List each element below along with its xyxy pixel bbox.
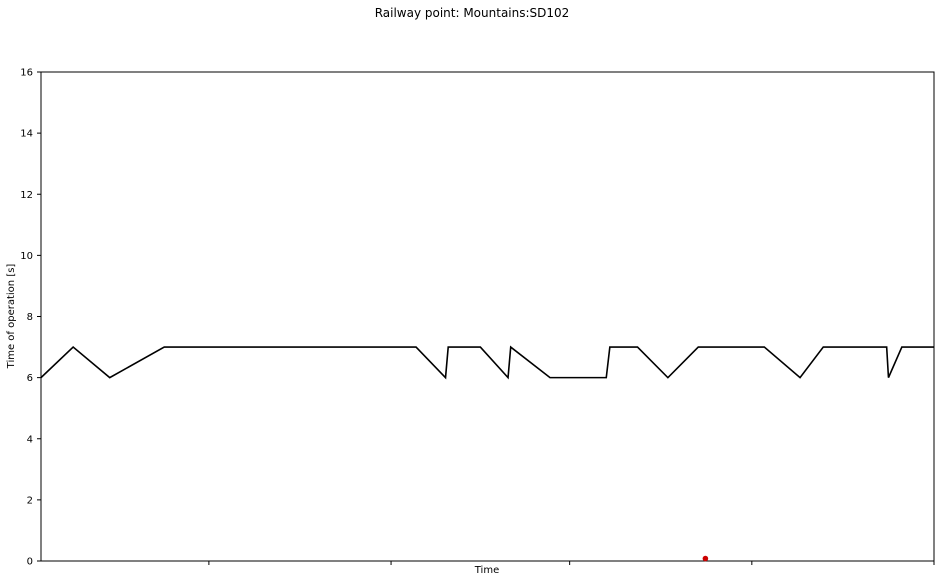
y-tick-label: 16: [20, 68, 33, 79]
y-tick-label: 4: [27, 434, 33, 445]
data-point-marker: [702, 555, 709, 562]
y-tick-label: 6: [27, 373, 33, 384]
y-tick-label: 10: [20, 251, 33, 262]
y-tick-label: 12: [20, 190, 33, 201]
y-tick-label: 0: [27, 557, 33, 568]
y-tick-label: 2: [27, 495, 33, 506]
series-line: [40, 345, 934, 380]
y-axis-label: Time of operation [s]: [6, 264, 17, 370]
chart-title: Railway point: Mountains:SD102: [375, 6, 570, 20]
x-axis-label: Time: [474, 565, 499, 576]
y-axis: 0 2 4 6 8 10 12 14 16: [20, 68, 41, 568]
plot-frame: [40, 71, 935, 562]
y-tick-label: 14: [20, 129, 33, 140]
y-tick-label: 8: [27, 312, 33, 323]
marker-group: [702, 555, 709, 562]
x-axis: [208, 561, 935, 565]
